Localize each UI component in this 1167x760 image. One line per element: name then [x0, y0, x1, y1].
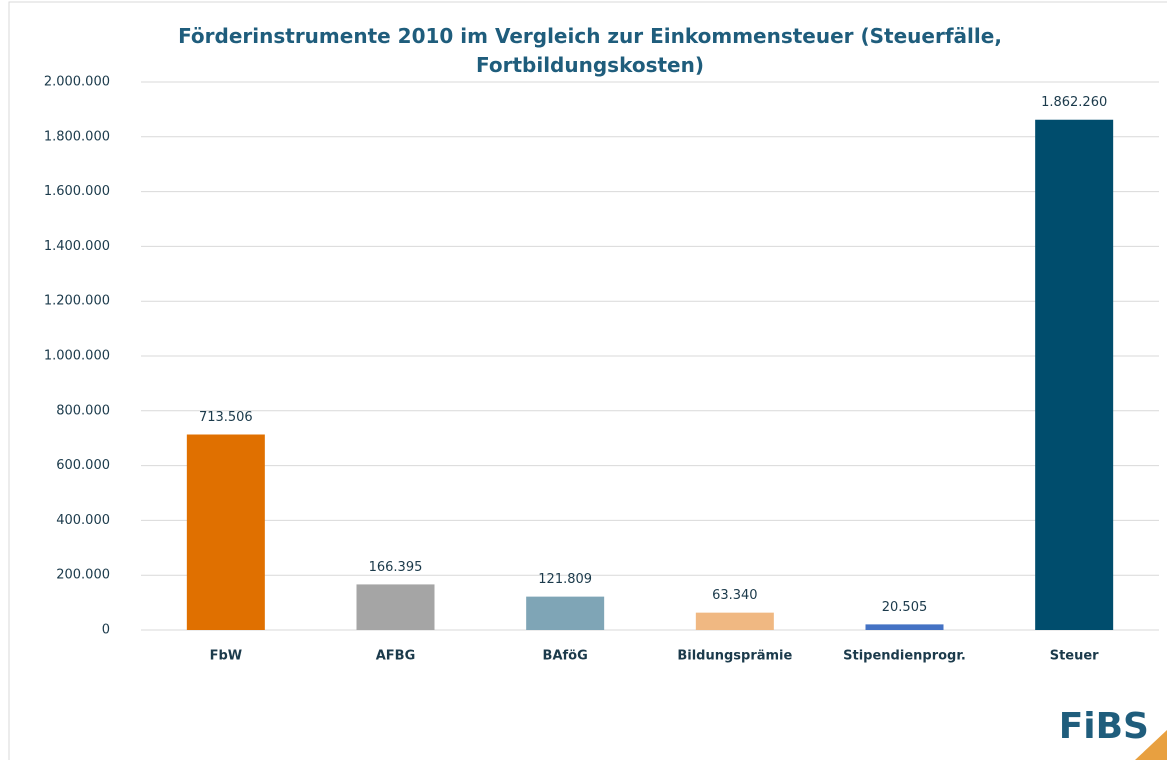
bar [356, 584, 435, 630]
x-tick-label: Stipendienprogr. [843, 649, 966, 664]
x-tick-label: Steuer [1050, 649, 1099, 664]
value-label: 121.809 [538, 572, 592, 587]
value-label: 166.395 [369, 560, 423, 575]
bar [186, 434, 265, 630]
y-tick-label: 600.000 [56, 458, 110, 473]
chart-title: Förderinstrumente 2010 im Vergleich zur … [178, 24, 1002, 77]
value-label: 1.862.260 [1041, 95, 1107, 110]
logo-corner [1135, 730, 1167, 760]
x-tick-label: BAföG [543, 649, 588, 664]
bar [526, 596, 605, 630]
y-tick-label: 1.800.000 [44, 129, 110, 144]
value-label: 20.505 [882, 600, 928, 615]
y-tick-label: 1.200.000 [44, 294, 110, 309]
y-tick-label: 1.400.000 [44, 239, 110, 254]
bar [865, 624, 944, 630]
y-tick-label: 800.000 [56, 403, 110, 418]
x-tick-label: AFBG [376, 649, 416, 664]
y-tick-label: 400.000 [56, 513, 110, 528]
y-tick-label: 0 [102, 623, 110, 638]
x-tick-label: FbW [210, 649, 243, 664]
value-label: 63.340 [712, 588, 758, 603]
bar [695, 612, 774, 630]
logo: FiBS [1058, 706, 1149, 747]
y-tick-label: 1.600.000 [44, 184, 110, 199]
y-tick-label: 200.000 [56, 568, 110, 583]
x-tick-label: Bildungsprämie [677, 649, 792, 664]
y-tick-label: 2.000.000 [44, 75, 110, 90]
bar [1035, 119, 1114, 631]
frame [8, 1, 1167, 760]
value-label: 713.506 [199, 410, 253, 425]
y-tick-label: 1.000.000 [44, 349, 110, 364]
